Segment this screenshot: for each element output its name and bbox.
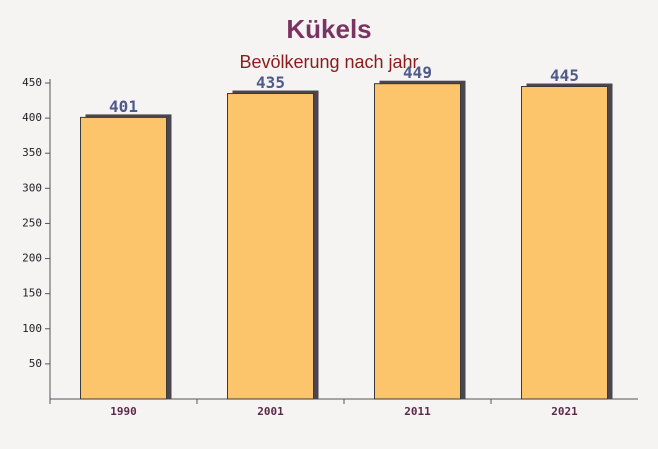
value-label: 401 [109, 97, 138, 116]
bar [374, 83, 461, 400]
value-label: 449 [403, 63, 432, 82]
bar [521, 86, 608, 400]
y-tick-label: 50 [29, 357, 42, 370]
bar [80, 116, 167, 400]
value-label: 445 [550, 66, 579, 85]
y-tick-label: 150 [22, 287, 42, 300]
x-tick-label: 1990 [110, 405, 137, 418]
x-tick-label: 2011 [404, 405, 431, 418]
y-tick-label: 200 [22, 252, 42, 265]
chart-title: Kükels [286, 14, 371, 44]
value-label: 435 [256, 73, 285, 92]
y-tick-label: 250 [22, 216, 42, 229]
x-tick-label: 2001 [257, 405, 284, 418]
x-tick-label: 2021 [551, 405, 578, 418]
y-tick-label: 400 [22, 111, 42, 124]
y-tick-label: 100 [22, 322, 42, 335]
y-tick-label: 300 [22, 181, 42, 194]
y-tick-label: 450 [22, 76, 42, 89]
chart-subtitle: Bevölkerung nach jahr [239, 52, 418, 72]
y-tick-label: 350 [22, 146, 42, 159]
bar [227, 93, 314, 400]
